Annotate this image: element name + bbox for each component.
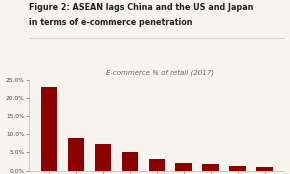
Bar	[202, 164, 219, 171]
Text: E-commerce % of retail (2017): E-commerce % of retail (2017)	[106, 69, 213, 76]
Bar	[95, 144, 111, 171]
Bar	[229, 166, 246, 171]
Text: in terms of e-commerce penetration: in terms of e-commerce penetration	[29, 18, 193, 27]
Text: Figure 2: ASEAN lags China and the US and Japan: Figure 2: ASEAN lags China and the US an…	[29, 3, 253, 12]
Bar	[148, 159, 165, 171]
Bar	[256, 167, 273, 171]
Bar	[122, 152, 138, 171]
Bar	[41, 87, 57, 171]
Bar	[175, 163, 192, 171]
Bar	[68, 138, 84, 171]
